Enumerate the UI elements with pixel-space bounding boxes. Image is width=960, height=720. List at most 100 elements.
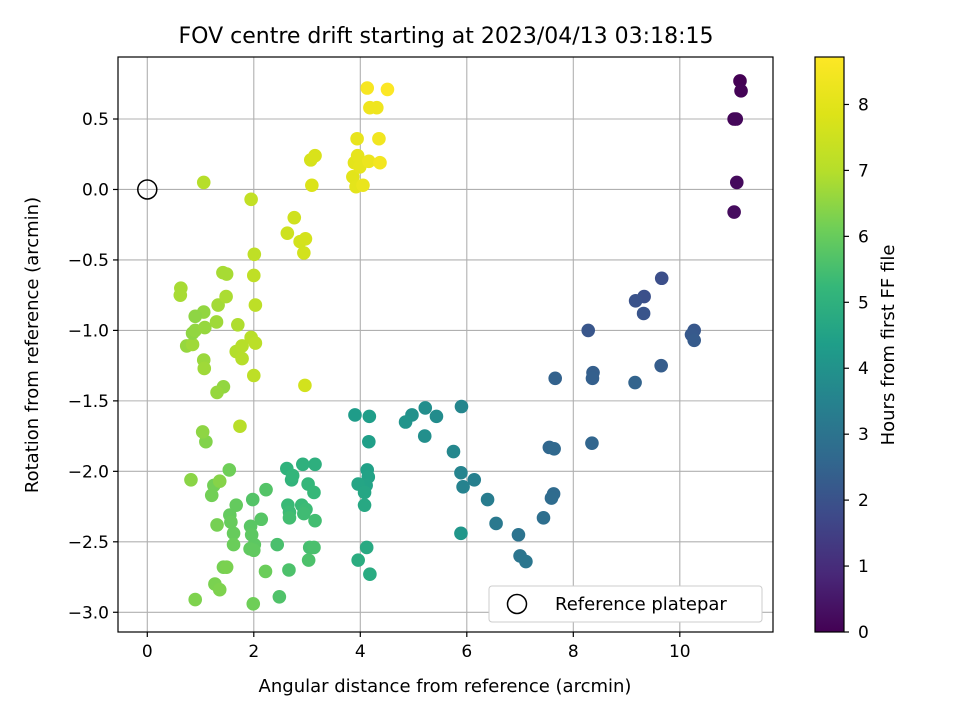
data-point — [219, 560, 234, 574]
data-point — [188, 309, 203, 324]
data-point — [628, 375, 642, 390]
data-point — [519, 554, 533, 569]
data-point — [224, 515, 238, 529]
data-point — [301, 553, 316, 567]
data-point — [362, 154, 376, 169]
colorbar-tick-label: 5 — [858, 293, 869, 313]
colorbar-tick-label: 2 — [858, 491, 869, 511]
data-point — [282, 511, 297, 525]
data-point — [210, 518, 224, 532]
data-point — [305, 178, 319, 193]
data-point — [254, 512, 269, 527]
data-point — [212, 474, 227, 489]
colorbar-tick-label: 3 — [858, 425, 869, 445]
y-tick-label: −2.0 — [68, 462, 109, 482]
data-point — [544, 491, 559, 505]
data-point — [195, 425, 210, 439]
data-point — [231, 317, 245, 332]
data-point — [248, 336, 263, 350]
legend: Reference platepar — [488, 585, 763, 623]
data-point — [467, 472, 482, 487]
data-point — [219, 267, 234, 281]
x-axis-label: Angular distance from reference (arcmin) — [259, 676, 632, 697]
legend-marker — [506, 593, 528, 615]
chart-title: FOV centre drift starting at 2023/04/13 … — [179, 24, 714, 49]
colorbar-gradient — [814, 56, 845, 633]
colorbar-tick-label: 7 — [858, 161, 869, 181]
data-point — [372, 131, 386, 146]
x-tick-label: 10 — [669, 642, 691, 662]
data-point — [297, 506, 311, 521]
colorbar-tick-label: 1 — [858, 557, 869, 577]
data-point — [357, 498, 372, 512]
data-point — [258, 564, 273, 579]
data-point — [212, 582, 227, 597]
data-point — [226, 537, 241, 552]
y-tick-label: 0.5 — [82, 110, 109, 130]
data-point — [210, 385, 224, 400]
data-point — [184, 472, 198, 487]
y-tick-label: −0.5 — [68, 251, 109, 271]
y-axis-label: Rotation from reference (arcmin) — [22, 197, 43, 493]
data-point — [585, 371, 600, 386]
colorbar-tick-label: 6 — [858, 227, 869, 247]
data-point — [456, 480, 470, 494]
data-point — [298, 232, 313, 246]
data-point — [547, 441, 561, 456]
data-point — [636, 306, 651, 321]
data-point — [235, 339, 249, 353]
data-point — [418, 401, 433, 415]
data-point — [398, 415, 413, 429]
data-point — [259, 482, 273, 497]
colorbar-tick-label: 0 — [858, 623, 869, 643]
data-point — [209, 315, 224, 329]
data-point — [350, 131, 364, 146]
data-point — [226, 526, 241, 541]
colorbar-label: Hours from first FF file — [878, 245, 899, 446]
data-point — [733, 74, 747, 88]
data-point — [307, 485, 321, 500]
data-point — [362, 409, 377, 424]
legend-label: Reference platepar — [555, 594, 727, 615]
data-point — [246, 597, 261, 611]
data-point — [308, 513, 322, 528]
data-point — [196, 175, 211, 190]
data-point — [298, 378, 312, 393]
data-point — [729, 175, 744, 190]
data-point — [198, 320, 212, 335]
data-point — [480, 492, 495, 507]
data-point — [197, 361, 212, 376]
data-point — [246, 268, 261, 283]
data-point — [581, 323, 596, 338]
data-point — [185, 337, 200, 352]
scatter-points — [173, 74, 748, 611]
data-point — [489, 516, 503, 531]
colorbar-tick-label: 4 — [858, 359, 869, 379]
data-point — [687, 333, 701, 348]
data-point — [729, 112, 744, 126]
reference-platepar-marker — [137, 179, 158, 200]
y-tick-label: −1.5 — [68, 392, 109, 412]
x-tick-label: 0 — [142, 642, 153, 662]
data-point — [654, 358, 668, 373]
data-point — [362, 434, 376, 449]
data-point — [211, 298, 225, 312]
y-axis-ticks: −3.0 −2.5 −2.0 −1.5 −1.0 −0.5 0.0 0.5 — [68, 110, 118, 623]
data-point — [454, 465, 468, 480]
data-point — [308, 148, 322, 163]
data-point — [246, 368, 261, 383]
data-point — [417, 429, 432, 443]
data-point — [272, 589, 287, 604]
data-point — [244, 192, 258, 207]
data-point — [350, 148, 365, 163]
axes-frame — [117, 56, 774, 633]
data-point — [454, 526, 468, 541]
data-point — [219, 289, 233, 304]
reference-point-marker — [137, 179, 158, 200]
data-point — [295, 457, 310, 472]
x-tick-label: 6 — [461, 642, 472, 662]
plot-area: 0 2 4 6 8 10 −3.0 −2.5 −2.0 −1.5 −1.0 −0.5 0.0 0.5 — [68, 56, 774, 662]
data-point — [536, 511, 551, 525]
x-axis-ticks: 0 2 4 6 8 10 — [142, 632, 691, 662]
